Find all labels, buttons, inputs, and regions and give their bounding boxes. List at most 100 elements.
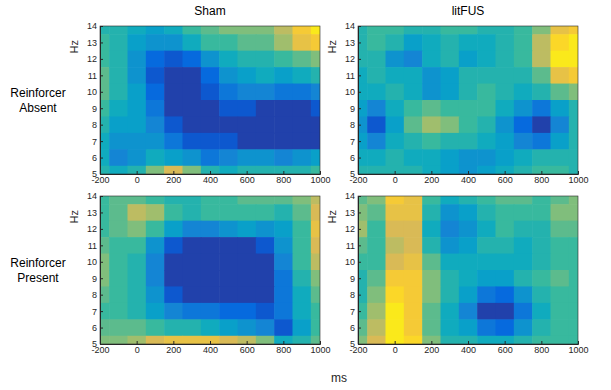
cell xyxy=(404,100,423,117)
cell xyxy=(238,34,257,51)
cell xyxy=(514,51,533,68)
cell xyxy=(183,204,202,221)
y-tick-label: 13 xyxy=(345,38,355,48)
cell xyxy=(109,51,128,68)
x-tick-label: 400 xyxy=(461,175,476,185)
cell xyxy=(459,221,478,238)
x-tick-mark xyxy=(247,341,248,344)
cell xyxy=(201,84,220,101)
y-tick: 14 xyxy=(87,21,103,31)
cell xyxy=(100,116,110,133)
y-tick-mark xyxy=(100,328,103,329)
cell xyxy=(146,237,165,254)
cell xyxy=(367,237,386,254)
cell xyxy=(532,67,551,84)
x-tick-mark xyxy=(283,171,284,174)
cell xyxy=(109,204,128,221)
cell xyxy=(496,336,515,344)
cell xyxy=(514,100,533,117)
cell xyxy=(477,303,496,320)
cell xyxy=(386,303,405,320)
cell xyxy=(293,26,312,35)
y-tick-label: 9 xyxy=(92,104,97,114)
cell xyxy=(404,26,423,35)
cell xyxy=(422,116,441,133)
x-tick: 800 xyxy=(534,171,549,185)
cell xyxy=(514,204,533,221)
cell xyxy=(551,100,570,117)
cell xyxy=(256,84,275,101)
cell xyxy=(367,26,386,35)
x-axis-title: ms xyxy=(331,371,347,385)
cell xyxy=(386,100,405,117)
cell xyxy=(219,286,238,303)
cell xyxy=(128,196,147,205)
cell xyxy=(386,336,405,344)
y-tick-mark xyxy=(358,125,361,126)
x-tick: 0 xyxy=(135,171,140,185)
cell xyxy=(441,204,460,221)
cell xyxy=(238,286,257,303)
cell xyxy=(164,237,183,254)
cell xyxy=(386,221,405,238)
panel: -20002004006008001000567891011121314Hz xyxy=(68,18,331,186)
cell xyxy=(551,204,570,221)
y-tick: 10 xyxy=(345,257,361,267)
y-tick-label: 5 xyxy=(92,339,97,349)
cell xyxy=(109,100,128,117)
cell xyxy=(367,221,386,238)
cell xyxy=(514,319,533,336)
x-tick: 1000 xyxy=(568,171,588,185)
y-tick-mark xyxy=(358,26,361,27)
cell xyxy=(164,84,183,101)
cell xyxy=(100,166,110,174)
cell xyxy=(311,166,320,174)
cell xyxy=(128,221,147,238)
cell xyxy=(496,196,515,205)
cell xyxy=(146,196,165,205)
cell xyxy=(551,303,570,320)
x-axis: -20002004006008001000 xyxy=(349,341,588,355)
cell xyxy=(441,100,460,117)
cell xyxy=(422,26,441,35)
y-tick-mark xyxy=(100,75,103,76)
cell xyxy=(128,254,147,271)
y-tick-label: 9 xyxy=(92,274,97,284)
axis-line xyxy=(359,341,579,345)
cell xyxy=(477,204,496,221)
y-tick-mark xyxy=(358,75,361,76)
cell xyxy=(569,34,578,51)
cell xyxy=(367,336,386,344)
cell xyxy=(274,196,293,205)
cell xyxy=(441,133,460,150)
cell xyxy=(146,116,165,133)
y-tick-label: 5 xyxy=(350,339,355,349)
cell xyxy=(183,221,202,238)
cell xyxy=(551,34,570,51)
cell xyxy=(422,303,441,320)
y-tick-mark xyxy=(358,229,361,230)
cell xyxy=(441,34,460,51)
cell xyxy=(293,286,312,303)
cell xyxy=(441,51,460,68)
cell xyxy=(532,286,551,303)
cell xyxy=(496,84,515,101)
cell xyxy=(311,237,320,254)
cell xyxy=(532,34,551,51)
cell xyxy=(441,319,460,336)
cell xyxy=(367,254,386,271)
cell xyxy=(422,84,441,101)
x-tick-label: 200 xyxy=(166,175,181,185)
cell xyxy=(459,67,478,84)
cell xyxy=(238,67,257,84)
y-tick: 11 xyxy=(346,241,361,251)
cell xyxy=(496,100,515,117)
cell xyxy=(256,254,275,271)
cell xyxy=(569,196,578,205)
cell xyxy=(311,133,320,150)
cell xyxy=(532,84,551,101)
cell xyxy=(100,286,110,303)
cell xyxy=(569,116,578,133)
cell xyxy=(477,51,496,68)
cell xyxy=(386,196,405,205)
